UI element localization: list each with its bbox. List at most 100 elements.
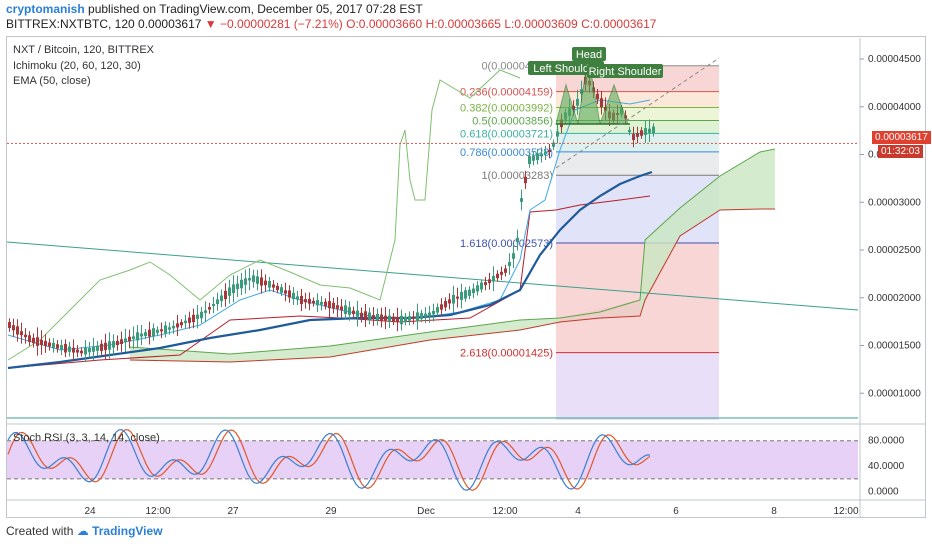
candle <box>144 332 147 336</box>
fib-zone <box>556 243 719 353</box>
candle <box>652 126 655 134</box>
candle <box>460 292 463 300</box>
x-tick-label: 12:00 <box>145 506 170 517</box>
fib-zone <box>556 352 719 420</box>
down-arrow-icon: ▼ <box>204 17 217 31</box>
x-tick-label: Dec <box>417 506 435 517</box>
candle <box>72 347 75 353</box>
publish-info: published on TradingView.com, December 0… <box>88 2 423 16</box>
candle <box>448 299 451 304</box>
candle <box>576 98 579 106</box>
author-link[interactable]: cryptomanish <box>6 2 85 16</box>
candle <box>316 300 319 306</box>
candle <box>524 176 527 184</box>
candle <box>440 304 443 310</box>
x-tick-label: 27 <box>227 506 239 517</box>
stoch-d-line <box>7 429 651 491</box>
ichimoku-legend[interactable]: Ichimoku (20, 60, 120, 30) <box>13 60 141 72</box>
candle <box>184 320 187 324</box>
candle <box>636 133 639 137</box>
candle <box>176 323 179 328</box>
candle <box>236 283 239 290</box>
candle <box>168 327 171 330</box>
candle <box>280 287 283 293</box>
candle <box>500 271 503 275</box>
head-label-bg <box>572 47 606 61</box>
last-price: 0.00003617 <box>138 17 202 31</box>
y-tick-label: 0.00002000 <box>868 293 921 304</box>
candle <box>132 336 135 339</box>
candle <box>140 333 143 337</box>
lagging-span <box>7 69 521 361</box>
candle <box>512 253 515 259</box>
candle <box>220 295 223 302</box>
candle <box>48 342 51 347</box>
candle <box>64 344 67 353</box>
candle <box>532 155 535 161</box>
kijun-sen <box>7 195 651 369</box>
right-shoulder-label-bg <box>587 64 663 78</box>
fib-level-label: 0.786(0.00003528) <box>460 147 553 159</box>
candle <box>644 128 647 136</box>
candle <box>452 294 455 304</box>
x-tick-label: 12:00 <box>833 506 858 517</box>
candle <box>556 131 559 137</box>
candle <box>504 268 507 273</box>
left-shoulder-label: Left Shoulder <box>533 63 599 75</box>
candle <box>152 328 155 337</box>
candle <box>180 322 183 326</box>
candle <box>84 347 87 355</box>
candle <box>312 300 315 304</box>
y-tick-label: 0.00001500 <box>868 341 921 352</box>
tradingview-brand[interactable]: TradingView <box>92 524 163 538</box>
candle <box>392 316 395 322</box>
candle <box>600 98 603 108</box>
candle <box>164 325 167 334</box>
candle <box>284 290 287 294</box>
fib-level-label: 2.618(0.00001425) <box>460 348 553 360</box>
stoch-k-line <box>7 429 651 491</box>
senkou-span-a <box>129 148 776 355</box>
candle <box>24 334 27 338</box>
candle <box>548 149 551 153</box>
candle <box>528 155 531 165</box>
candle <box>488 279 491 284</box>
candle <box>172 325 175 329</box>
candle <box>124 338 127 343</box>
candle <box>116 340 119 346</box>
candle <box>120 339 123 345</box>
candle <box>400 315 403 325</box>
candle <box>364 311 367 320</box>
candle <box>128 336 131 342</box>
candle <box>320 301 323 305</box>
chart-title-legend: NXT / Bitcoin, 120, BITTREX <box>13 44 155 56</box>
candle <box>368 312 371 320</box>
candle <box>476 285 479 292</box>
candle <box>224 290 227 300</box>
candle <box>436 307 439 313</box>
candle <box>216 299 219 304</box>
candle <box>596 93 599 100</box>
right-shoulder-label: Right Shoulder <box>589 66 662 78</box>
candle <box>268 280 271 288</box>
symbol-label: BITTREX:NXTBTC, 120 <box>6 17 135 31</box>
high-value: H:0.00003665 <box>425 17 501 31</box>
stoch-y-tick-label: 0.0000 <box>868 487 899 498</box>
candle <box>240 279 243 289</box>
candle <box>544 151 547 155</box>
candle <box>508 261 511 267</box>
fib-level-label: 1.618(0.00002573) <box>460 238 553 250</box>
candle <box>348 307 351 315</box>
candle <box>136 332 139 341</box>
stoch-rsi-legend[interactable]: Stoch RSI (3, 3, 14, 14, close) <box>13 432 160 444</box>
y-tick-label: 0.00003000 <box>868 197 921 208</box>
candle <box>496 273 499 279</box>
candle <box>92 346 95 352</box>
ema-legend[interactable]: EMA (50, close) <box>13 75 91 87</box>
candle <box>444 301 447 308</box>
candle <box>536 153 539 161</box>
y-tick-label: 0.00004500 <box>868 54 921 65</box>
candle <box>108 341 111 350</box>
candle <box>200 311 203 319</box>
